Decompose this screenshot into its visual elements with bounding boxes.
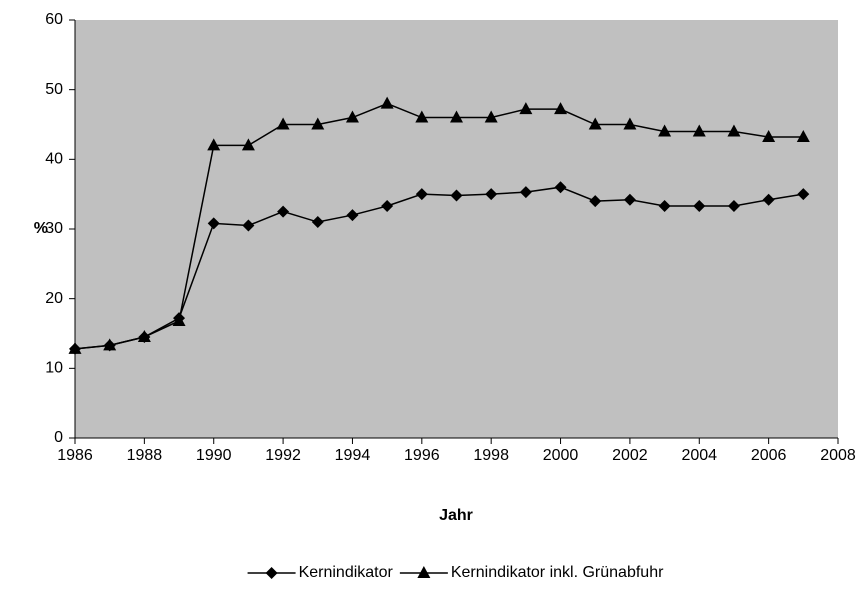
legend-label: Kernindikator inkl. Grünabfuhr: [451, 564, 664, 581]
data-point: [242, 219, 255, 232]
data-point: [311, 117, 325, 130]
data-point: [692, 124, 706, 137]
data-point: [762, 193, 775, 206]
data-point: [588, 117, 602, 130]
data-point: [311, 216, 324, 229]
data-point: [415, 188, 428, 201]
legend-marker: [417, 566, 431, 578]
data-point: [484, 110, 498, 123]
y-axis-label: %: [34, 220, 48, 237]
data-point: [172, 313, 186, 326]
data-point: [623, 193, 636, 206]
data-point: [519, 186, 532, 199]
data-point: [207, 138, 221, 151]
data-point: [137, 329, 151, 342]
x-tick-label: 2002: [612, 447, 648, 464]
data-point: [554, 102, 568, 115]
x-axis-label: Jahr: [439, 507, 473, 524]
data-point: [519, 102, 533, 115]
x-tick-label: 1988: [127, 447, 163, 464]
data-point: [380, 96, 394, 109]
plot-area: [75, 20, 838, 438]
data-point: [103, 338, 117, 351]
data-point: [797, 188, 810, 201]
data-point: [276, 117, 290, 130]
data-point: [485, 188, 498, 201]
x-tick-label: 2008: [820, 447, 856, 464]
legend-marker: [265, 567, 278, 579]
y-tick-label: 60: [45, 11, 63, 28]
data-point: [796, 130, 810, 143]
data-point: [727, 124, 741, 137]
x-tick-label: 2006: [751, 447, 787, 464]
data-point: [450, 189, 463, 202]
x-tick-label: 1998: [473, 447, 509, 464]
data-point: [241, 138, 255, 151]
y-tick-label: 10: [45, 360, 63, 377]
y-tick-label: 30: [45, 220, 63, 237]
data-point: [346, 209, 359, 222]
data-point: [345, 110, 359, 123]
y-tick-label: 40: [45, 151, 63, 168]
legend-label: Kernindikator: [299, 564, 394, 581]
x-tick-label: 1994: [335, 447, 371, 464]
x-tick-label: 1990: [196, 447, 232, 464]
x-tick-label: 1986: [57, 447, 93, 464]
series-line: [74, 186, 804, 350]
data-point: [68, 341, 82, 354]
data-point: [658, 124, 672, 137]
x-tick-label: 2004: [681, 447, 717, 464]
data-point: [693, 200, 706, 213]
data-point: [381, 200, 394, 213]
data-point: [623, 117, 637, 130]
y-tick-label: 20: [45, 290, 63, 307]
y-tick-label: 0: [54, 429, 63, 446]
y-tick-label: 50: [45, 81, 63, 98]
data-point: [277, 205, 290, 218]
data-point: [450, 110, 463, 123]
x-tick-label: 2000: [543, 447, 579, 464]
series-line: [74, 102, 804, 350]
data-point: [554, 181, 567, 194]
data-point: [207, 217, 220, 230]
data-point: [727, 200, 740, 213]
data-point: [415, 110, 429, 123]
x-tick-label: 1992: [265, 447, 301, 464]
x-tick-label: 1996: [404, 447, 440, 464]
data-point: [589, 195, 602, 208]
data-point: [762, 130, 776, 143]
data-point: [658, 200, 671, 213]
